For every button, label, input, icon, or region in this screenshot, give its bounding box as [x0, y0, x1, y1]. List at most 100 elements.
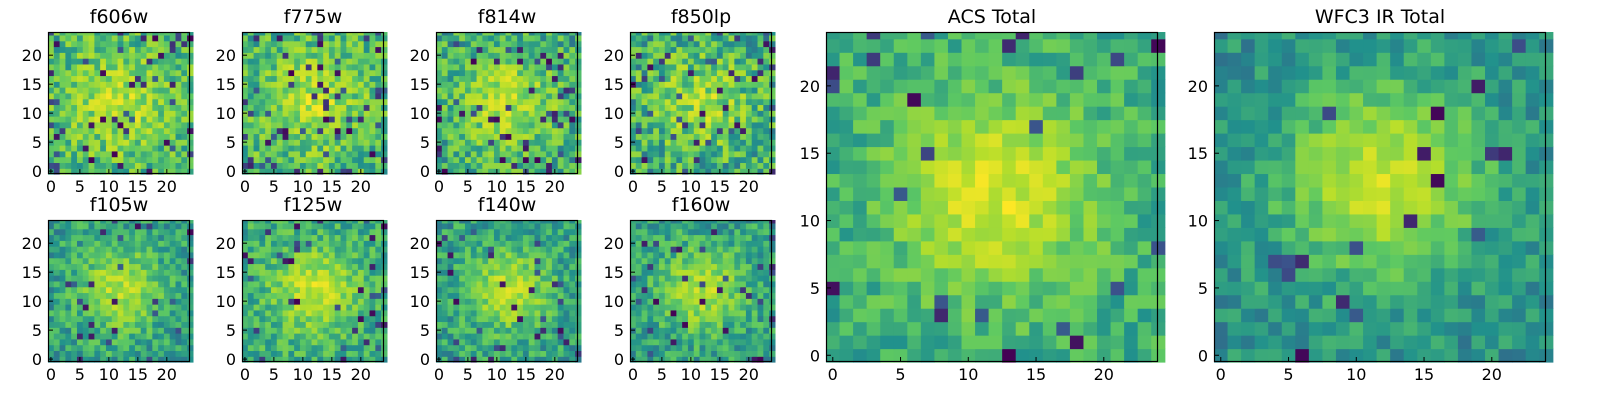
heatmap-cell: [311, 344, 318, 352]
heatmap-cell: [546, 156, 553, 164]
heatmap-cell: [187, 315, 194, 323]
heatmap-cell: [123, 333, 130, 340]
heatmap-cell: [276, 139, 284, 146]
heatmap-cell: [569, 162, 576, 169]
heatmap-cell: [670, 58, 677, 65]
heatmap-cell: [522, 228, 530, 236]
heatmap-cell: [82, 292, 90, 299]
heatmap-cell: [728, 315, 735, 323]
axes-frame: [435, 31, 579, 175]
heatmap-cell: [340, 234, 347, 241]
heatmap-cell: [311, 32, 318, 36]
heatmap-cell: [111, 139, 119, 146]
heatmap-cell: [569, 338, 576, 346]
heatmap-cell: [357, 220, 365, 224]
heatmap-cell: [158, 121, 165, 129]
heatmap-cell: [100, 110, 107, 117]
heatmap-cell: [299, 46, 307, 53]
heatmap-cell: [546, 338, 553, 346]
heatmap-cell: [265, 116, 272, 123]
heatmap-cell: [152, 298, 159, 305]
heatmap-cell: [711, 304, 718, 311]
heatmap-cell: [563, 220, 570, 224]
heatmap-cell: [146, 220, 153, 224]
heatmap-cell: [653, 127, 660, 135]
heatmap-cell: [299, 222, 307, 230]
heatmap-cell: [493, 228, 501, 236]
heatmap-cell: [242, 257, 249, 265]
heatmap-cell: [699, 145, 706, 152]
heatmap-cell: [569, 298, 576, 305]
heatmap-cell: [123, 309, 130, 317]
heatmap-cell: [769, 52, 776, 59]
heatmap-cell: [305, 298, 313, 305]
x-tick-label: 0: [46, 365, 56, 384]
heatmap-cell: [522, 104, 530, 111]
heatmap-cell: [763, 292, 770, 299]
heatmap-cell: [65, 257, 72, 265]
heatmap-cell: [48, 251, 55, 259]
heatmap-cell: [658, 98, 666, 106]
heatmap-cell: [757, 98, 764, 106]
heatmap-cell: [265, 92, 272, 100]
heatmap-cell: [305, 350, 313, 357]
y-tick-label: 15: [410, 263, 430, 282]
heatmap-cell: [163, 116, 171, 123]
heatmap-cell: [158, 280, 165, 288]
heatmap-cell: [493, 280, 501, 288]
x-tick-label: 5: [463, 365, 473, 384]
heatmap-cell: [270, 280, 278, 288]
heatmap-cell: [482, 280, 489, 288]
heatmap-cell: [253, 34, 260, 42]
heatmap-cell: [311, 220, 318, 224]
heatmap-cell: [563, 327, 570, 334]
heatmap-cell: [482, 344, 489, 352]
heatmap-cell: [653, 92, 660, 100]
heatmap-cell: [242, 104, 249, 111]
heatmap-cell: [265, 110, 272, 117]
heatmap-cell: [334, 127, 342, 135]
heatmap-cell: [699, 87, 706, 94]
heatmap-cell: [470, 127, 478, 135]
heatmap-cell: [163, 344, 171, 352]
heatmap-cell: [546, 263, 553, 270]
heatmap-cell: [670, 32, 677, 36]
heatmap-cell: [705, 350, 712, 357]
heatmap-cell: [664, 275, 672, 282]
heatmap-cell: [123, 156, 130, 164]
heatmap-cell: [381, 81, 388, 88]
heatmap-cell: [722, 350, 730, 357]
heatmap-cell: [59, 127, 66, 135]
heatmap-cell: [134, 156, 142, 164]
heatmap-cell: [259, 280, 266, 288]
panel-title: f850lp: [670, 6, 732, 28]
heatmap-cell: [653, 257, 660, 265]
heatmap-cell: [757, 168, 764, 175]
heatmap-cell: [459, 145, 466, 152]
heatmap-cell: [546, 32, 553, 36]
heatmap-cell: [123, 280, 130, 288]
heatmap-cell: [375, 338, 382, 346]
heatmap-cell: [323, 40, 330, 48]
heatmap-cell: [734, 162, 741, 169]
heatmap-cell: [88, 40, 95, 48]
heatmap-cell: [346, 338, 353, 346]
heatmap-cell: [522, 127, 530, 135]
heatmap-cell: [699, 292, 706, 299]
heatmap-cell: [528, 240, 536, 247]
heatmap-cell: [48, 116, 55, 123]
heatmap-cell: [716, 338, 724, 346]
heatmap-cell: [276, 121, 284, 129]
heatmap-cell: [375, 75, 382, 82]
heatmap-cell: [247, 46, 255, 53]
heatmap-cell: [82, 280, 90, 288]
heatmap-cell: [693, 344, 701, 352]
heatmap-cell: [763, 275, 770, 282]
heatmap-cell: [658, 69, 666, 77]
heatmap-cell: [769, 116, 776, 123]
heatmap-cell: [464, 228, 472, 236]
heatmap-cell: [682, 280, 689, 288]
heatmap-cell: [294, 46, 301, 53]
heatmap-cell: [670, 121, 677, 129]
heatmap-cell: [305, 46, 313, 53]
